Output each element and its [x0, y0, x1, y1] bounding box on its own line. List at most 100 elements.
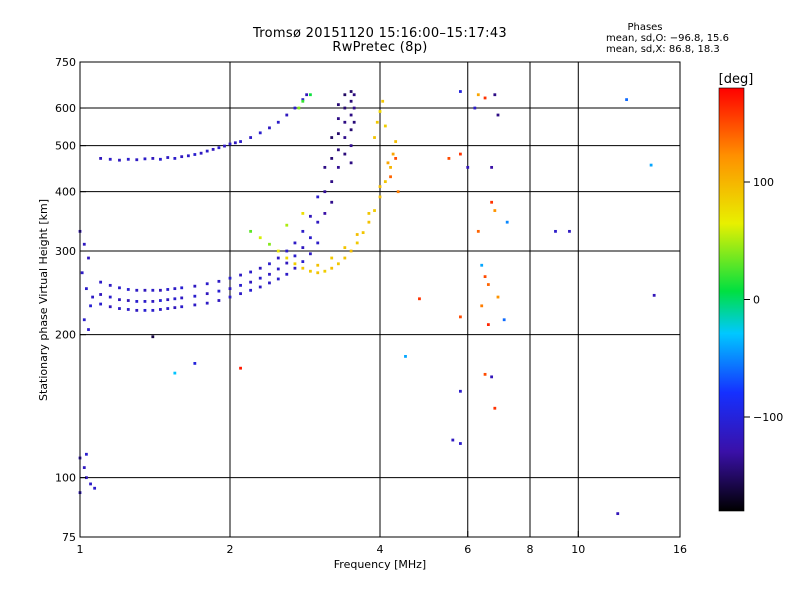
data-point-o	[301, 246, 305, 250]
data-point-x	[378, 185, 382, 188]
data-point-o	[323, 212, 327, 215]
data-point-o	[349, 113, 353, 117]
data-point-scatter	[483, 275, 487, 279]
data-point-x	[301, 266, 305, 270]
data-point-o	[233, 141, 237, 145]
data-point-o	[217, 279, 221, 283]
data-point-o	[228, 142, 232, 146]
y-tick-label: 400	[55, 186, 76, 199]
data-point-o	[316, 220, 320, 224]
data-point-o	[349, 99, 353, 103]
chart-subtitle: RwPretec (8p)	[332, 40, 428, 55]
data-point-o	[151, 157, 155, 160]
data-points	[78, 90, 656, 516]
data-point-scatter	[554, 229, 557, 233]
data-point-o	[217, 146, 221, 150]
data-point-o	[82, 318, 86, 322]
data-point-scatter	[649, 163, 653, 167]
data-point-o	[135, 299, 139, 303]
data-point-scatter	[476, 93, 480, 97]
data-point-o	[293, 266, 297, 270]
data-point-o	[258, 285, 262, 289]
data-point-o	[118, 286, 121, 290]
data-point-o	[352, 120, 356, 124]
data-point-x	[375, 120, 379, 124]
x-tick-label: 10	[571, 543, 585, 556]
data-point-x	[389, 175, 392, 179]
data-point-o	[135, 288, 139, 292]
data-point-o	[118, 307, 121, 310]
data-point-o	[293, 106, 297, 110]
data-point-x	[301, 99, 305, 103]
data-point-o	[316, 195, 320, 199]
data-point-x	[285, 223, 289, 227]
data-point-o	[93, 486, 97, 490]
data-point-o	[205, 301, 209, 305]
data-point-o	[193, 303, 197, 307]
data-point-x	[394, 157, 398, 160]
data-point-o	[108, 305, 112, 309]
data-point-scatter	[473, 106, 477, 110]
data-point-o	[84, 287, 88, 291]
data-point-o	[82, 242, 86, 246]
data-point-x	[316, 263, 320, 267]
data-point-o	[193, 284, 197, 288]
colorbar-tick-label: 100	[753, 176, 774, 189]
data-point-x	[373, 209, 376, 212]
data-point-x	[378, 110, 382, 113]
data-point-o	[205, 292, 209, 296]
data-point-o	[268, 272, 271, 276]
data-point-scatter	[459, 152, 462, 156]
y-axis-label: Stationary phase Virtual Height [km]	[37, 199, 50, 401]
colorbar	[718, 87, 745, 512]
data-point-o	[126, 157, 130, 161]
data-point-o	[249, 288, 253, 292]
data-point-x	[361, 231, 365, 235]
data-point-o	[143, 288, 147, 292]
data-point-o	[186, 154, 190, 158]
data-point-scatter	[480, 263, 484, 267]
data-point-o	[159, 308, 162, 311]
data-point-scatter	[459, 90, 462, 93]
phase-stats-o: mean, sd,O: −96.8, 15.6	[606, 33, 729, 44]
y-tick-label: 100	[55, 472, 76, 485]
data-point-o	[87, 328, 90, 331]
data-point-o	[305, 93, 309, 97]
data-point-scatter	[480, 304, 484, 308]
data-point-scatter	[490, 375, 494, 379]
data-point-scatter	[466, 165, 470, 169]
data-point-o	[276, 267, 280, 271]
data-point-o	[126, 308, 130, 311]
data-point-o	[180, 296, 184, 300]
data-point-scatter	[486, 283, 490, 286]
data-point-scatter	[193, 361, 197, 365]
data-point-scatter	[493, 209, 497, 212]
data-point-o	[343, 106, 347, 110]
data-point-scatter	[505, 220, 509, 224]
data-point-o	[159, 288, 162, 292]
data-point-scatter	[490, 200, 494, 204]
data-point-x	[355, 233, 359, 236]
data-point-scatter	[459, 442, 462, 445]
data-point-scatter	[483, 372, 487, 376]
data-point-scatter	[652, 293, 656, 297]
data-point-x	[396, 190, 400, 194]
data-point-o	[180, 305, 184, 309]
data-point-scatter	[502, 318, 506, 322]
data-point-x	[309, 93, 312, 97]
data-point-o	[349, 90, 353, 93]
data-point-o	[126, 299, 130, 302]
data-point-o	[330, 180, 334, 184]
data-point-o	[99, 280, 103, 284]
data-point-o	[323, 165, 327, 169]
data-point-x	[297, 106, 301, 110]
data-point-o	[352, 93, 356, 97]
data-point-scatter	[483, 96, 487, 100]
y-axis-ticks: 75 100 200 300 400 500 600 750	[55, 56, 86, 544]
data-point-x	[336, 262, 340, 266]
data-point-o	[180, 155, 184, 159]
data-point-o	[151, 299, 155, 303]
y-tick-label: 200	[55, 329, 76, 342]
data-point-scatter	[404, 354, 407, 358]
